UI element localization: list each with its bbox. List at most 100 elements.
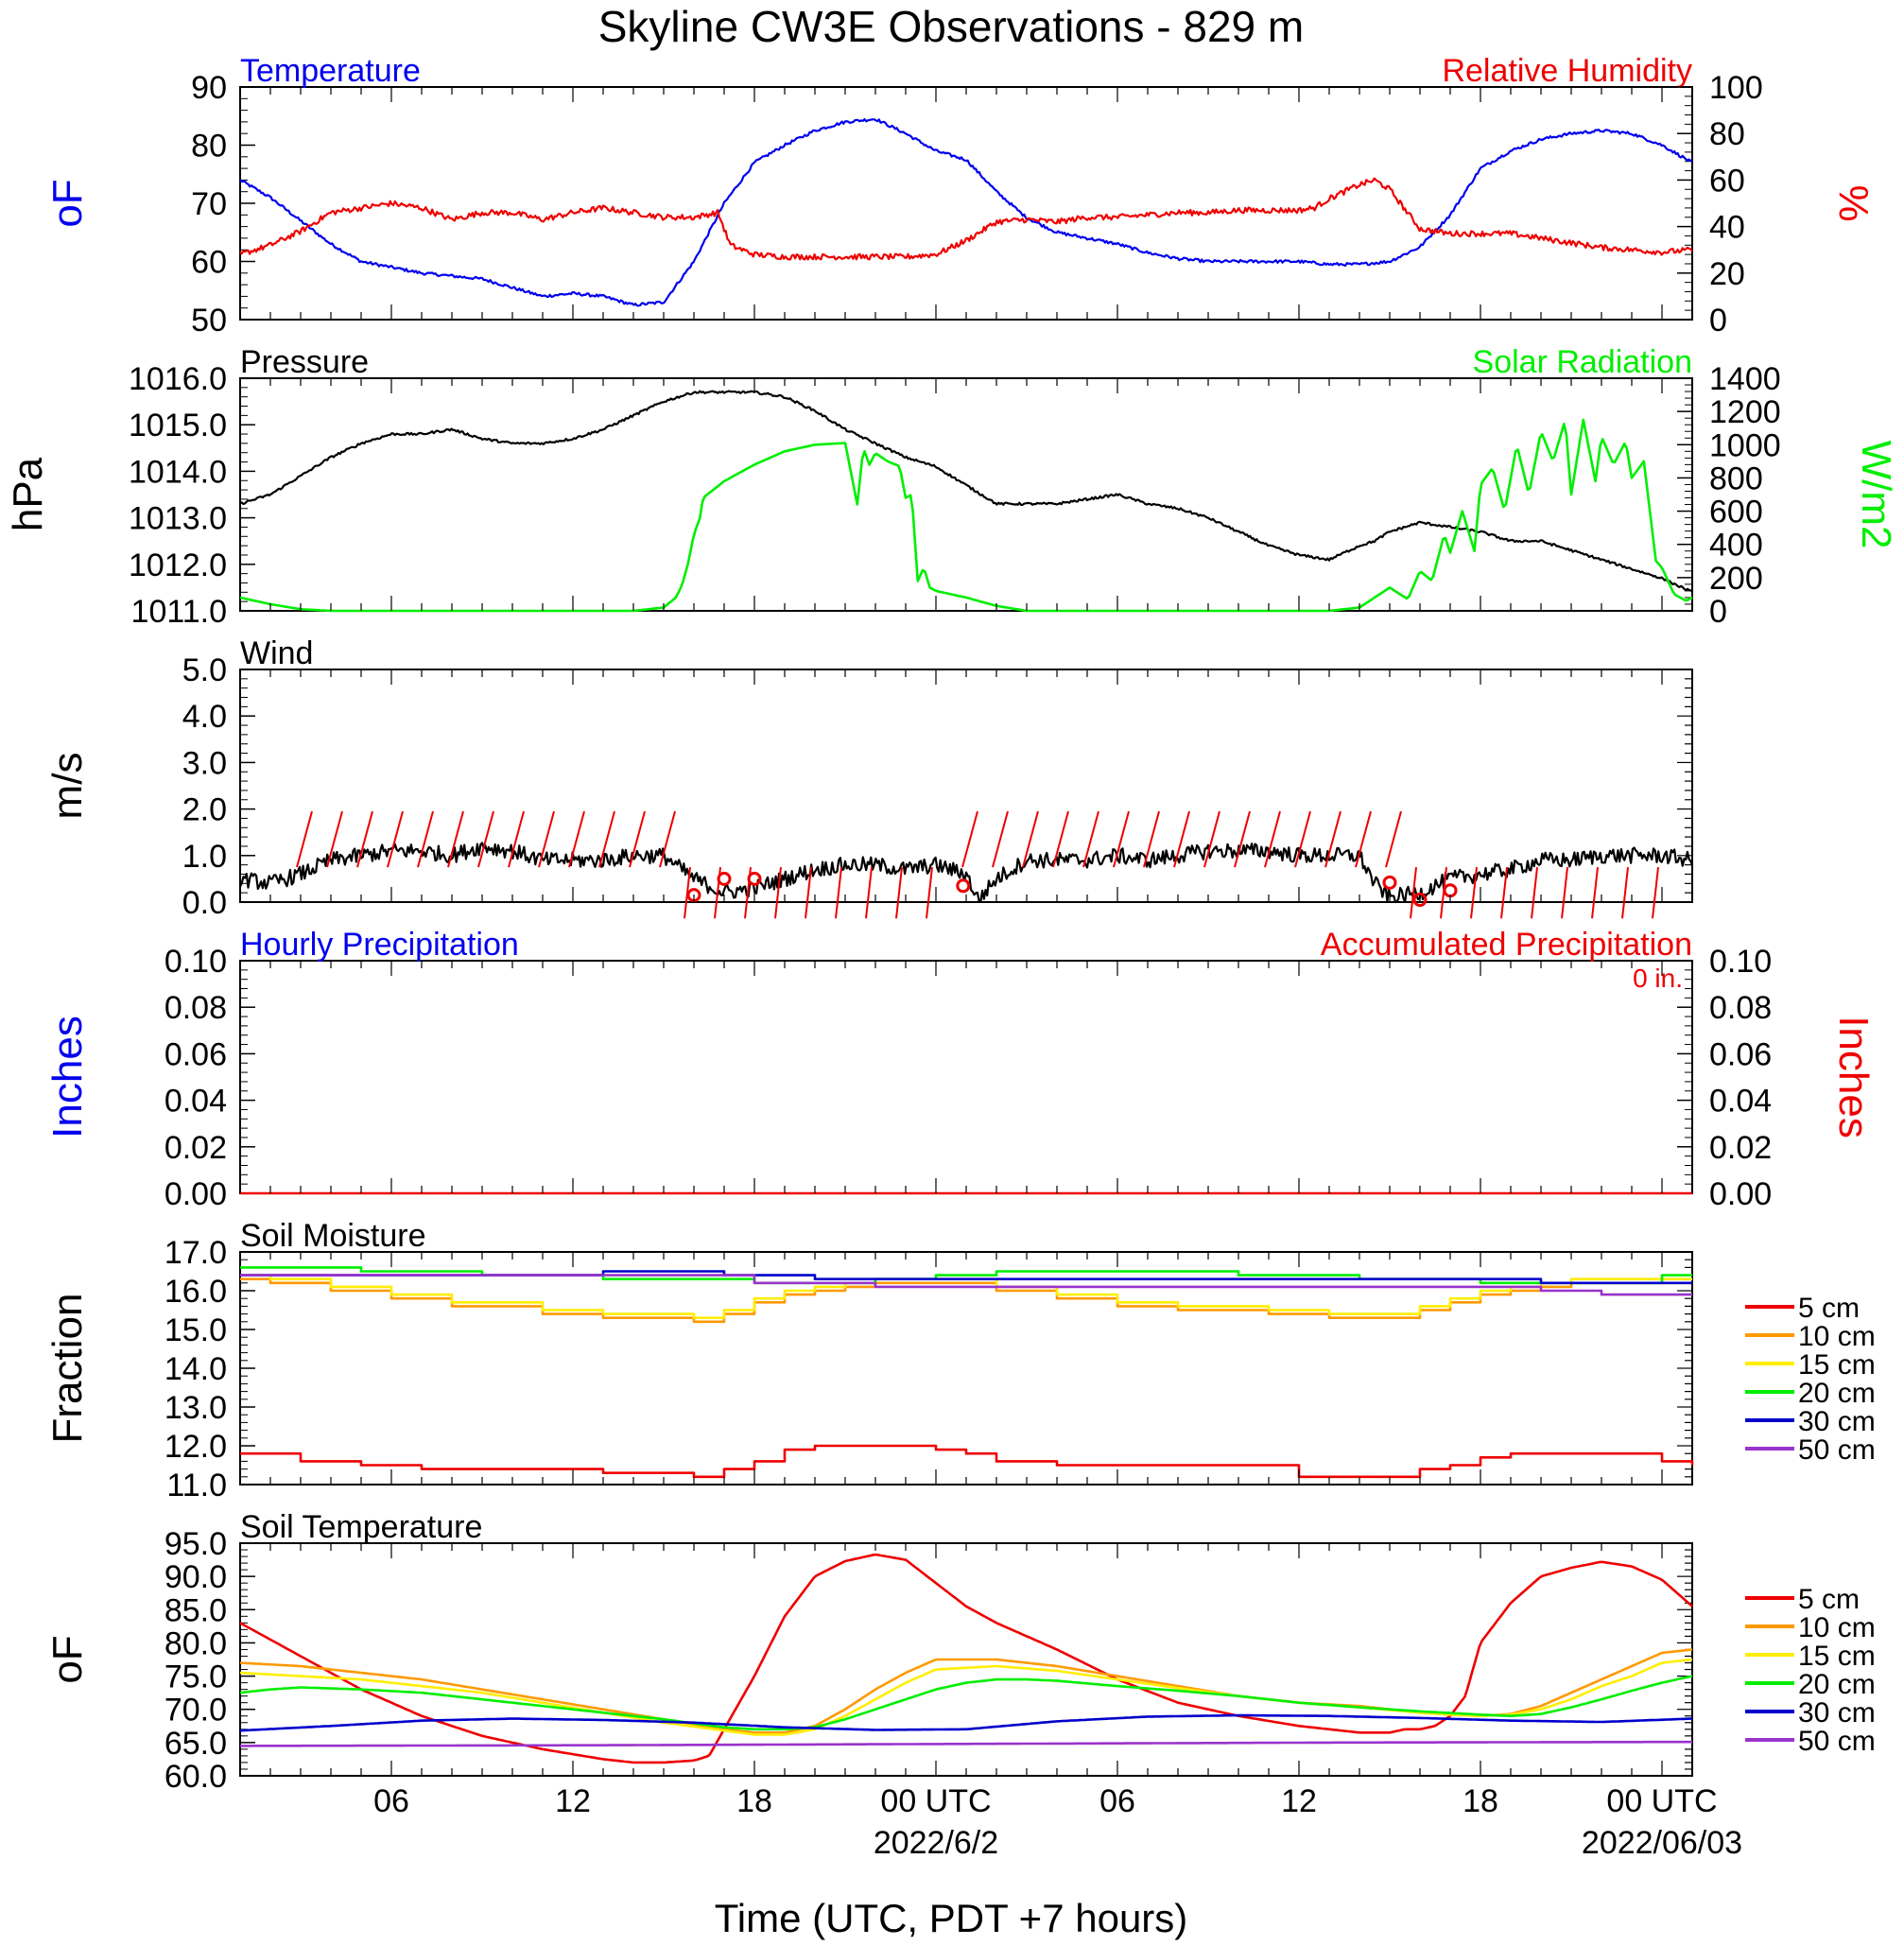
- wind-barb: [865, 866, 873, 919]
- y-axis-label-left: oF: [44, 1635, 91, 1683]
- wind-barb: [326, 810, 343, 868]
- series-10-cm-line: [240, 1277, 1692, 1324]
- wind-barb: [895, 866, 903, 919]
- panel-title-right: Relative Humidity: [1442, 53, 1692, 89]
- calm-wind-marker: [956, 878, 971, 894]
- legend-label: 15 cm: [1798, 1641, 1876, 1672]
- wind-barb: [961, 810, 978, 868]
- y-tick-label-right: 0.02: [1709, 1130, 1772, 1166]
- y-tick-label-left: 0.02: [164, 1130, 227, 1166]
- wind-barb: [926, 866, 933, 919]
- plot-frame: [239, 960, 1693, 1194]
- wind-barb: [1410, 866, 1417, 919]
- panel-title-right: Solar Radiation: [1473, 344, 1692, 380]
- wind-barb: [1591, 866, 1599, 919]
- wind-barb: [1294, 810, 1311, 868]
- legend-label: 30 cm: [1798, 1406, 1876, 1437]
- y-tick-label-right: 0.00: [1709, 1176, 1772, 1212]
- panel-title-left: Temperature: [240, 53, 421, 89]
- y-tick-label-right: 800: [1709, 460, 1763, 496]
- y-axis-label-left: hPa: [5, 457, 51, 531]
- wind-barb: [659, 810, 676, 868]
- wind-barb: [1203, 810, 1220, 868]
- wind-barb: [1652, 866, 1659, 919]
- y-tick-label-right: 0: [1709, 303, 1727, 339]
- y-tick-label-left: 16.0: [164, 1274, 227, 1310]
- y-tick-label-left: 1015.0: [129, 408, 227, 443]
- y-tick-label-right: 1000: [1709, 427, 1781, 463]
- y-tick-label-right: 400: [1709, 528, 1763, 564]
- calm-wind-marker: [717, 871, 732, 886]
- calm-wind-marker: [1443, 883, 1458, 898]
- wind-barb: [508, 810, 525, 868]
- y-tick-label-left: 0.06: [164, 1036, 227, 1072]
- y-tick-label-left: 75.0: [164, 1659, 227, 1695]
- y-axis-label-left: Fraction: [44, 1294, 91, 1444]
- plot-frame: [239, 669, 1693, 903]
- wind-barb: [1355, 810, 1372, 868]
- series-temperature-line: [239, 117, 1693, 307]
- series-solar-radiation-line: [239, 418, 1693, 613]
- series-15-cm-line: [240, 1274, 1692, 1319]
- series-30-cm-line: [240, 1270, 1692, 1285]
- panel-title-left: Pressure: [240, 344, 369, 380]
- y-tick-label-left: 50: [191, 303, 227, 339]
- panel-precipitation: Hourly Precipitation Accumulated Precipit…: [44, 927, 1877, 1212]
- legend-label: 50 cm: [1798, 1726, 1876, 1757]
- wind-barb: [992, 810, 1009, 868]
- series-20-cm-line: [239, 1675, 1693, 1731]
- wind-barb: [1324, 810, 1341, 868]
- y-tick-label-left: 0.00: [164, 1176, 227, 1212]
- precip-total-annotation: 0 in.: [1633, 964, 1683, 993]
- wind-barb: [835, 866, 842, 919]
- y-tick-label-right: 80: [1709, 116, 1745, 152]
- legend-label: 5 cm: [1798, 1584, 1860, 1615]
- y-tick-label-left: 1012.0: [129, 547, 227, 583]
- panel-title-left: Hourly Precipitation: [240, 927, 519, 963]
- y-tick-label-left: 80.0: [164, 1625, 227, 1661]
- plot-frame: [239, 377, 1693, 612]
- series-5-cm-line: [239, 1553, 1693, 1764]
- panel-wind: Wind 0.0 1.0 2.0 3.0 4.0 5.0 m/s: [44, 635, 1694, 921]
- y-axis-label-left: oF: [44, 179, 91, 227]
- wind-barb: [1470, 866, 1478, 919]
- y-tick-label-right: 0.06: [1709, 1036, 1772, 1072]
- y-axis-label-right: W/m2: [1853, 441, 1899, 549]
- y-tick-label-left: 1011.0: [131, 594, 227, 630]
- y-tick-label-left: 0.10: [164, 944, 227, 980]
- legend-label: 30 cm: [1798, 1697, 1876, 1729]
- series-pressure-line: [239, 390, 1693, 593]
- wind-barb: [774, 866, 782, 919]
- wind-barb: [538, 810, 555, 868]
- y-tick-label-left: 60: [191, 245, 227, 281]
- calm-wind-marker: [1412, 893, 1428, 908]
- y-tick-label-right: 100: [1709, 70, 1763, 106]
- y-tick-label-left: 0.04: [164, 1084, 227, 1120]
- x-date-label: 2022/6/2: [874, 1825, 998, 1861]
- wind-barb: [1500, 866, 1508, 919]
- legend-label: 15 cm: [1798, 1349, 1876, 1381]
- panel-temperature-rh: Temperature Relative Humidity 50 60 70 80 90 oF…: [44, 53, 1877, 339]
- calm-wind-marker: [1382, 875, 1397, 890]
- wind-barb: [805, 866, 812, 919]
- y-axis-label-left: m/s: [44, 753, 91, 820]
- panel-title-right: Accumulated Precipitation: [1321, 927, 1692, 963]
- wind-barb: [1621, 866, 1629, 919]
- wind-barb: [1531, 866, 1538, 919]
- y-tick-label-left: 90.0: [164, 1559, 227, 1595]
- panel-pressure-solar: Pressure Solar Radiation 1011.0 1012.0 1013.…: [5, 344, 1899, 630]
- y-tick-label-left: 65.0: [164, 1726, 227, 1762]
- legend-label: 10 cm: [1798, 1321, 1876, 1352]
- legend-label: 20 cm: [1798, 1669, 1876, 1700]
- y-tick-label-left: 1.0: [182, 839, 227, 875]
- y-axis-label-right: Inches: [1830, 1016, 1877, 1138]
- y-tick-label-left: 12.0: [164, 1429, 227, 1465]
- y-tick-label-left: 13.0: [164, 1390, 227, 1426]
- x-axis-label: Time (UTC, PDT +7 hours): [715, 1896, 1188, 1940]
- wind-barb: [1022, 810, 1039, 868]
- panel-title-left: Soil Temperature: [240, 1509, 482, 1545]
- wind-barb: [1173, 810, 1190, 868]
- wind-barb: [1082, 810, 1099, 868]
- x-tick-label: 06: [1099, 1783, 1135, 1819]
- wind-barb: [568, 810, 585, 868]
